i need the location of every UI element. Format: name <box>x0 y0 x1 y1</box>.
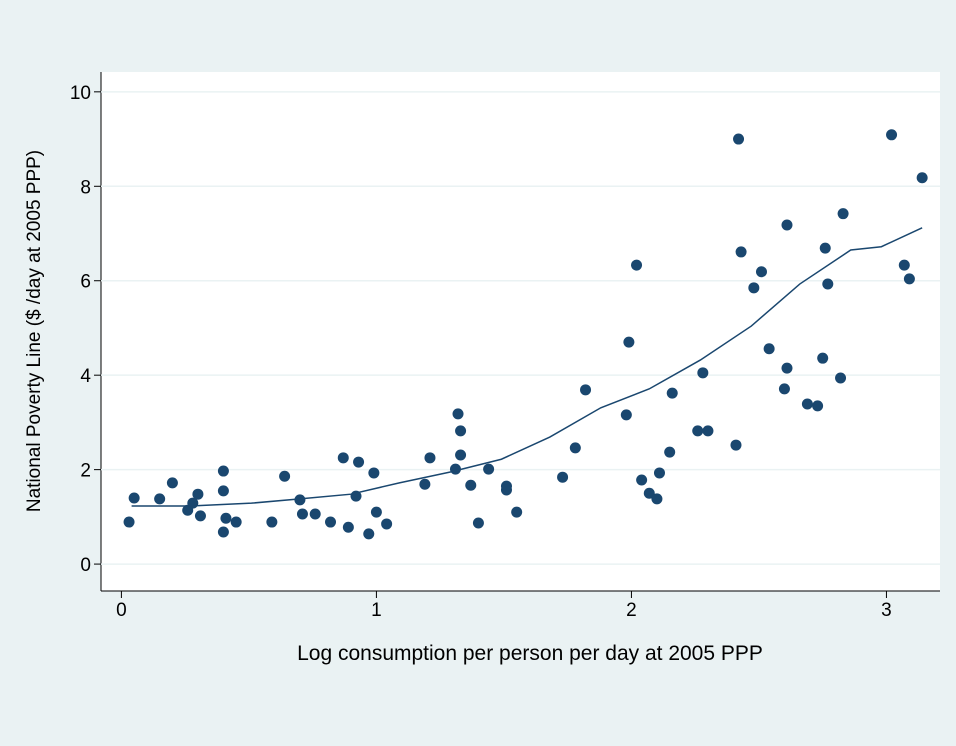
scatter-point <box>279 470 291 482</box>
scatter-point <box>819 242 831 254</box>
scatter-point <box>580 384 592 396</box>
scatter-point <box>653 467 665 479</box>
scatter-point <box>822 278 834 290</box>
scatter-point <box>817 352 829 364</box>
scatter-point <box>353 456 365 468</box>
scatter-point <box>381 518 393 530</box>
y-tick-label: 8 <box>80 177 91 198</box>
scatter-point <box>620 409 632 421</box>
scatter-point <box>623 336 635 348</box>
scatter-point <box>557 471 569 483</box>
scatter-point <box>730 439 742 451</box>
scatter-point <box>217 485 229 497</box>
scatter-point <box>692 425 704 437</box>
x-tick-label: 3 <box>881 600 892 621</box>
scatter-point <box>903 273 915 285</box>
scatter-point <box>636 474 648 486</box>
scatter-point <box>886 129 898 141</box>
y-tick-label: 6 <box>80 272 91 293</box>
scatter-point <box>192 488 204 500</box>
scatter-point <box>835 372 847 384</box>
scatter-point <box>455 425 467 437</box>
scatter-point <box>325 516 337 528</box>
x-tick-label: 2 <box>626 600 637 621</box>
scatter-point <box>309 508 321 520</box>
scatter-point <box>763 343 775 355</box>
scatter-point <box>342 521 354 533</box>
scatter-point <box>123 516 135 528</box>
scatter-point <box>666 387 678 399</box>
scatter-point <box>194 510 206 522</box>
scatter-point <box>733 133 745 145</box>
x-axis-label: Log consumption per person per day at 20… <box>297 642 763 665</box>
scatter-point <box>230 516 242 528</box>
scatter-point <box>217 465 229 477</box>
scatter-point <box>266 516 278 528</box>
scatter-point <box>702 425 714 437</box>
scatter-point <box>511 506 523 518</box>
scatter-point <box>748 282 760 294</box>
scatter-point <box>631 259 643 271</box>
scatter-point <box>781 219 793 231</box>
scatter-point <box>812 400 824 412</box>
scatter-point <box>452 408 464 420</box>
scatter-point <box>916 172 928 184</box>
scatter-point <box>755 266 767 278</box>
scatter-point <box>500 480 512 492</box>
x-tick-label: 1 <box>371 600 382 621</box>
scatter-point <box>217 526 229 538</box>
scatter-point <box>128 492 140 504</box>
scatter-point <box>455 449 467 461</box>
y-tick-label: 4 <box>80 366 91 387</box>
scatter-point <box>472 517 484 529</box>
x-tick-label: 0 <box>116 600 127 621</box>
scatter-point <box>801 398 813 410</box>
scatter-point <box>781 362 793 374</box>
y-axis-label: National Poverty Line ($ /day at 2005 PP… <box>24 150 45 512</box>
scatter-point <box>664 446 676 458</box>
scatter-point <box>735 246 747 258</box>
scatter-point <box>569 442 581 454</box>
scatter-point <box>220 512 232 524</box>
scatter-point <box>294 494 306 506</box>
scatter-point <box>337 452 349 464</box>
fit-line <box>131 227 923 507</box>
scatter-point <box>296 508 308 520</box>
scatter-point <box>651 493 663 505</box>
scatter-point <box>424 452 436 464</box>
y-tick-label: 2 <box>80 461 91 482</box>
scatter-point <box>419 478 431 490</box>
scatter-point <box>154 493 166 505</box>
scatter-point <box>483 463 495 475</box>
scatter-point <box>465 479 477 491</box>
y-tick-label: 0 <box>80 555 91 576</box>
plot-region <box>101 72 940 591</box>
scatter-point <box>643 487 655 499</box>
scatter-point <box>697 367 709 379</box>
scatter-point <box>370 506 382 518</box>
scatter-point <box>166 477 178 489</box>
scatter-point <box>363 528 375 540</box>
scatter-point <box>837 208 849 220</box>
scatter-point <box>368 467 380 479</box>
scatter-point <box>898 259 910 271</box>
scatter-point <box>778 383 790 395</box>
y-tick-label: 10 <box>70 83 91 104</box>
